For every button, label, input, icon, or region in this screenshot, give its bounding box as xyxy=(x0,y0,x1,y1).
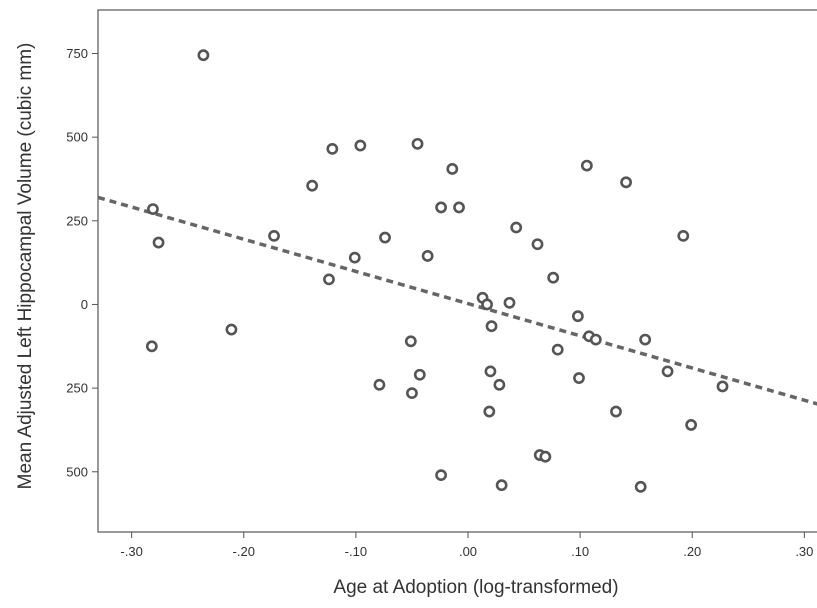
data-point xyxy=(503,296,516,309)
data-point xyxy=(306,179,319,192)
data-point xyxy=(152,236,165,249)
data-point xyxy=(634,480,647,493)
data-point xyxy=(484,365,497,378)
data-point xyxy=(404,335,417,348)
data-point xyxy=(481,298,493,311)
data-point xyxy=(354,139,367,152)
data-point xyxy=(716,380,729,393)
data-point xyxy=(610,405,622,418)
x-tick-label: -.20 xyxy=(233,544,255,559)
data-point xyxy=(661,365,674,378)
y-tick-label: 750 xyxy=(66,46,88,61)
data-point xyxy=(225,323,238,336)
data-point xyxy=(551,343,564,356)
data-point xyxy=(547,271,560,284)
data-point xyxy=(406,387,418,400)
x-tick-label: -.30 xyxy=(120,544,142,559)
data-point xyxy=(326,142,339,155)
data-point xyxy=(531,238,544,251)
data-point xyxy=(685,419,698,431)
plot-frame xyxy=(97,9,817,533)
data-point xyxy=(495,479,508,492)
x-axis: -.30 -.20 -.10 .00 .10 .20 .30 xyxy=(120,532,813,559)
x-axis-title: Age at Adoption (log-transformed) xyxy=(333,577,618,598)
x-tick-label: .30 xyxy=(795,544,813,559)
data-point xyxy=(539,450,552,463)
data-point xyxy=(485,320,498,333)
data-point xyxy=(411,137,424,150)
data-point xyxy=(493,378,506,391)
data-point xyxy=(589,333,602,346)
y-axis: 750 500 250 0 250 500 xyxy=(66,46,98,479)
data-point xyxy=(510,221,523,234)
data-point xyxy=(571,310,584,323)
data-point xyxy=(677,229,690,242)
data-point xyxy=(580,159,593,172)
data-point xyxy=(483,405,496,418)
data-point xyxy=(435,201,447,214)
y-tick-label: 500 xyxy=(66,464,88,479)
data-point xyxy=(379,231,391,244)
data-point xyxy=(435,469,447,482)
data-point xyxy=(639,333,652,346)
x-tick-label: .00 xyxy=(459,544,477,559)
data-point xyxy=(147,203,159,215)
data-point xyxy=(421,250,434,262)
x-tick-label: .10 xyxy=(571,544,589,559)
data-point xyxy=(373,378,386,391)
y-tick-label: 250 xyxy=(66,213,88,228)
y-tick-label: 250 xyxy=(66,381,88,396)
regression-fit-line xyxy=(97,195,817,406)
data-point xyxy=(323,273,335,286)
data-point xyxy=(145,340,158,353)
data-point xyxy=(197,49,210,62)
data-point xyxy=(268,229,280,242)
data-point xyxy=(573,372,585,384)
y-tick-label: 500 xyxy=(66,130,88,145)
data-point xyxy=(348,251,361,264)
data-point xyxy=(446,163,459,175)
data-point xyxy=(413,368,426,381)
data-points xyxy=(145,49,729,493)
y-axis-title: Mean Adjusted Left Hippocampal Volume (c… xyxy=(15,43,36,490)
x-tick-label: -.10 xyxy=(345,544,367,559)
data-point xyxy=(453,201,465,214)
data-point xyxy=(620,176,632,189)
x-tick-label: .20 xyxy=(683,544,701,559)
y-tick-label: 0 xyxy=(81,297,88,312)
